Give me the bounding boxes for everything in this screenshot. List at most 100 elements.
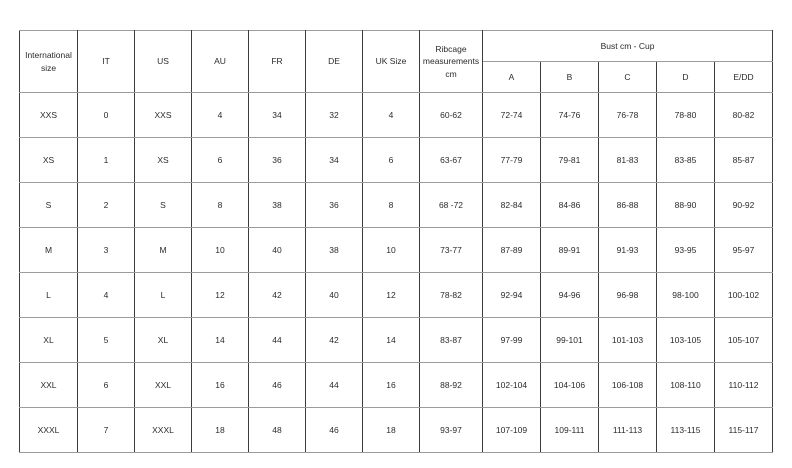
column-header-ribcage-measurements: Ribcage measurements cm (419, 30, 483, 93)
cell-uk-size: 8 (362, 182, 420, 228)
cell-au: 10 (191, 227, 249, 273)
cell-international-size: XXL (19, 362, 78, 408)
cell-international-size: M (19, 227, 78, 273)
cell-fr: 44 (248, 317, 306, 363)
cell-us: L (134, 272, 192, 318)
cell-bust-edd: 80-82 (713, 92, 774, 138)
cell-bust-c: 106-108 (598, 362, 657, 408)
header-row-primary: International size IT US AU FR DE UK Siz… (19, 30, 774, 93)
cell-it: 2 (77, 182, 135, 228)
size-conversion-table: International size IT US AU FR DE UK Siz… (19, 30, 774, 453)
cell-bust-edd: 100-102 (713, 272, 774, 318)
cell-bust-a: 92-94 (482, 272, 541, 318)
cell-us: XS (134, 137, 192, 183)
cell-ribcage: 73-77 (419, 227, 483, 273)
column-header-cup-d: D (656, 61, 715, 93)
cell-bust-c: 96-98 (598, 272, 657, 318)
cell-ribcage: 83-87 (419, 317, 483, 363)
cell-au: 16 (191, 362, 249, 408)
cell-international-size: XS (19, 137, 78, 183)
cell-bust-a: 82-84 (482, 182, 541, 228)
cell-de: 36 (305, 182, 363, 228)
cell-bust-edd: 90-92 (713, 182, 774, 228)
cell-it: 3 (77, 227, 135, 273)
size-chart-container: International size IT US AU FR DE UK Siz… (19, 30, 774, 453)
cell-bust-a: 72-74 (482, 92, 541, 138)
cell-fr: 38 (248, 182, 306, 228)
column-header-cup-b: B (540, 61, 599, 93)
cell-us: XXS (134, 92, 192, 138)
cell-bust-c: 101-103 (598, 317, 657, 363)
cell-us: XXXL (134, 407, 192, 453)
cell-uk-size: 14 (362, 317, 420, 363)
cell-fr: 40 (248, 227, 306, 273)
cell-au: 4 (191, 92, 249, 138)
table-row: XXXL 7 XXXL 18 48 46 18 93-97 107-109 10… (19, 407, 774, 453)
cell-bust-b: 79-81 (540, 137, 599, 183)
cell-bust-b: 74-76 (540, 92, 599, 138)
cell-bust-b: 104-106 (540, 362, 599, 408)
cell-bust-edd: 115-117 (713, 407, 774, 453)
cell-ribcage: 78-82 (419, 272, 483, 318)
column-header-international-size: International size (19, 30, 78, 93)
table-row: XXL 6 XXL 16 46 44 16 88-92 102-104 104-… (19, 362, 774, 408)
cell-international-size: S (19, 182, 78, 228)
cell-bust-d: 103-105 (656, 317, 715, 363)
table-row: XXS 0 XXS 4 34 32 4 60-62 72-74 74-76 76… (19, 92, 774, 138)
cell-fr: 48 (248, 407, 306, 453)
cell-international-size: L (19, 272, 78, 318)
table-row: M 3 M 10 40 38 10 73-77 87-89 89-91 91-9… (19, 227, 774, 273)
cell-bust-b: 84-86 (540, 182, 599, 228)
cell-ribcage: 68 -72 (419, 182, 483, 228)
cell-international-size: XL (19, 317, 78, 363)
column-header-cup-edd: E/DD (713, 61, 774, 93)
cell-ribcage: 93-97 (419, 407, 483, 453)
cell-bust-b: 109-111 (540, 407, 599, 453)
cell-de: 38 (305, 227, 363, 273)
cell-bust-d: 83-85 (656, 137, 715, 183)
column-group-header-bust-cup: Bust cm - Cup (481, 30, 774, 62)
column-header-it: IT (77, 30, 135, 93)
cell-us: S (134, 182, 192, 228)
cell-bust-a: 87-89 (482, 227, 541, 273)
cell-ribcage: 63-67 (419, 137, 483, 183)
cell-bust-edd: 85-87 (713, 137, 774, 183)
cell-bust-c: 76-78 (598, 92, 657, 138)
column-header-uk-size: UK Size (362, 30, 420, 93)
cell-ribcage: 60-62 (419, 92, 483, 138)
column-header-fr: FR (248, 30, 306, 93)
cell-bust-c: 81-83 (598, 137, 657, 183)
cell-bust-edd: 105-107 (713, 317, 774, 363)
column-header-cup-a: A (482, 61, 541, 93)
cell-it: 4 (77, 272, 135, 318)
cell-bust-b: 99-101 (540, 317, 599, 363)
cell-it: 6 (77, 362, 135, 408)
cell-bust-d: 98-100 (656, 272, 715, 318)
table-body: XXS 0 XXS 4 34 32 4 60-62 72-74 74-76 76… (19, 92, 774, 453)
cell-bust-b: 89-91 (540, 227, 599, 273)
cell-bust-d: 88-90 (656, 182, 715, 228)
cell-bust-a: 107-109 (482, 407, 541, 453)
column-header-de: DE (305, 30, 363, 93)
cell-bust-edd: 95-97 (713, 227, 774, 273)
cell-uk-size: 6 (362, 137, 420, 183)
cell-fr: 46 (248, 362, 306, 408)
cell-de: 44 (305, 362, 363, 408)
cell-bust-a: 97-99 (482, 317, 541, 363)
cell-it: 0 (77, 92, 135, 138)
cell-bust-d: 108-110 (656, 362, 715, 408)
cell-bust-c: 111-113 (598, 407, 657, 453)
cell-ribcage: 88-92 (419, 362, 483, 408)
cell-au: 18 (191, 407, 249, 453)
cell-bust-a: 77-79 (482, 137, 541, 183)
cell-au: 8 (191, 182, 249, 228)
column-header-cup-c: C (598, 61, 657, 93)
cell-au: 14 (191, 317, 249, 363)
cell-uk-size: 10 (362, 227, 420, 273)
table-row: XL 5 XL 14 44 42 14 83-87 97-99 99-101 1… (19, 317, 774, 363)
table-row: L 4 L 12 42 40 12 78-82 92-94 94-96 96-9… (19, 272, 774, 318)
cell-bust-d: 93-95 (656, 227, 715, 273)
cell-de: 42 (305, 317, 363, 363)
cell-fr: 42 (248, 272, 306, 318)
column-header-us: US (134, 30, 192, 93)
